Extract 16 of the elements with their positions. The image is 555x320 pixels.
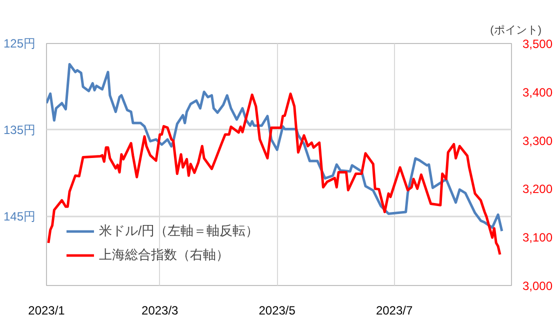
x-tick-label: 2023/7 — [376, 304, 413, 318]
y2-tick-label: 3,200 — [522, 182, 553, 196]
y-tick-label: 145円 — [3, 209, 36, 224]
legend-label: 上海総合指数（右軸） — [99, 246, 229, 264]
y2-tick-label: 3,000 — [522, 279, 553, 293]
y2-tick-label: 3,400 — [522, 85, 553, 100]
x-tick-label: 2023/3 — [142, 304, 179, 318]
legend-label: 米ドル/円（左軸＝軸反転） — [99, 222, 259, 240]
x-tick-label: 2023/5 — [258, 304, 296, 318]
x-tick-label: 2023/1 — [28, 304, 66, 318]
y2-axis-title: (ポイント) — [490, 24, 542, 36]
y-tick-label: 125円 — [3, 36, 36, 50]
y2-tick-label: 3,300 — [522, 134, 553, 148]
y2-tick-label: 3,100 — [522, 230, 553, 245]
y-tick-label: 135円 — [3, 122, 36, 137]
y2-tick-label: 3,500 — [522, 37, 553, 51]
